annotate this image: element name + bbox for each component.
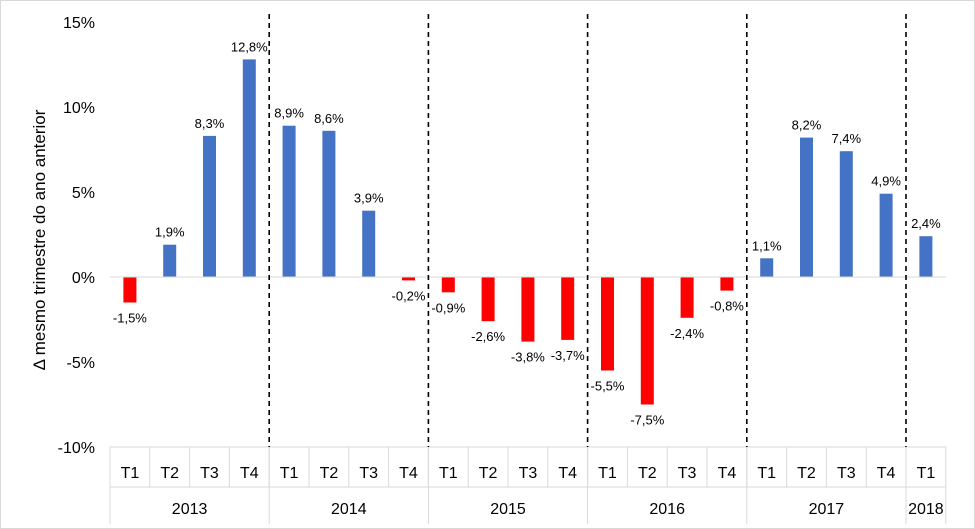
quarter-label: T3 (200, 465, 219, 482)
quarter-label: T3 (837, 465, 856, 482)
bar (362, 210, 376, 277)
data-label: -1,5% (113, 311, 147, 326)
y-axis-title: Δ mesmo trimestre do ano anterior (30, 109, 49, 370)
data-label: 8,3% (195, 116, 225, 131)
data-label: -3,7% (551, 348, 585, 363)
data-label: 1,9% (155, 225, 185, 240)
data-label: 7,4% (831, 131, 861, 146)
data-label: 3,9% (354, 191, 384, 206)
data-label: 4,9% (871, 174, 901, 189)
year-label: 2016 (649, 501, 685, 518)
bar (402, 277, 415, 281)
data-label: 1,1% (752, 238, 782, 253)
data-labels: -1,5% 1,9% 8,3% 12,8% 8,9% 8,6% 3,9% -0,2% -0,9%… (113, 39, 941, 427)
bar (163, 244, 177, 277)
year-separators (268, 14, 907, 447)
year-label: 2018 (908, 501, 944, 518)
quarter-label: T3 (359, 465, 378, 482)
bar (561, 277, 575, 340)
bar (800, 137, 813, 277)
data-label: -2,4% (670, 326, 704, 341)
quarter-label: T2 (160, 465, 179, 482)
data-label: -7,5% (630, 413, 664, 428)
year-label: 2015 (490, 501, 526, 518)
year-label: 2014 (331, 501, 367, 518)
y-tick-label: 0% (72, 270, 95, 287)
data-label: 8,2% (792, 118, 822, 133)
quarter-label: T2 (320, 465, 339, 482)
y-tick-label: -5% (67, 355, 95, 372)
quarter-label: T1 (439, 465, 458, 482)
data-label: 2,4% (911, 216, 941, 231)
bar (601, 277, 614, 371)
y-tick-label: 10% (63, 100, 95, 117)
bar (242, 59, 256, 278)
year-label: 2017 (809, 501, 845, 518)
bar (640, 277, 654, 405)
bar (680, 277, 694, 318)
quarter-label: T2 (479, 465, 498, 482)
bar (481, 277, 495, 322)
bar (282, 125, 296, 277)
quarter-label: T1 (280, 465, 299, 482)
bar (521, 277, 535, 342)
y-tick-label: -10% (58, 440, 95, 457)
category-axis: T1 T2 T3 T4 2013 T1 T2 T3 T4 2014 T1 T2 T3 T4 2015 T1 T2… (109, 276, 947, 524)
y-axis-ticks: -10% -5% 0% 5% 10% 15% (58, 15, 95, 457)
data-label: 8,9% (274, 106, 304, 121)
bar (919, 236, 933, 277)
quarter-label: T1 (757, 465, 776, 482)
data-label: -0,2% (392, 288, 426, 303)
bar (203, 135, 216, 277)
data-label: -0,8% (710, 299, 744, 314)
data-label: 12,8% (231, 39, 268, 54)
bar (760, 258, 774, 277)
quarter-label: T4 (877, 465, 896, 482)
bars (123, 59, 933, 405)
bar (879, 193, 893, 277)
bar (322, 130, 336, 277)
year-label: 2013 (172, 501, 208, 518)
quarter-label: T3 (519, 465, 538, 482)
quarter-label: T1 (917, 465, 936, 482)
quarter-label: T4 (718, 465, 737, 482)
data-label: -5,5% (591, 379, 625, 394)
bar (839, 151, 853, 277)
data-label: -2,6% (471, 329, 505, 344)
data-label: 8,6% (314, 111, 344, 126)
data-label: -0,9% (431, 300, 465, 315)
bar (720, 277, 734, 291)
quarter-label: T1 (598, 465, 617, 482)
quarter-label: T2 (797, 465, 816, 482)
quarter-label: T4 (240, 465, 259, 482)
bar (123, 277, 137, 303)
quarter-label: T4 (399, 465, 418, 482)
y-tick-label: 15% (63, 15, 95, 32)
quarter-label: T1 (121, 465, 140, 482)
bar (441, 277, 455, 293)
quarter-label: T3 (678, 465, 697, 482)
quarter-label: T4 (558, 465, 577, 482)
quarter-label: T2 (638, 465, 657, 482)
data-label: -3,8% (511, 350, 545, 365)
y-tick-label: 5% (72, 185, 95, 202)
